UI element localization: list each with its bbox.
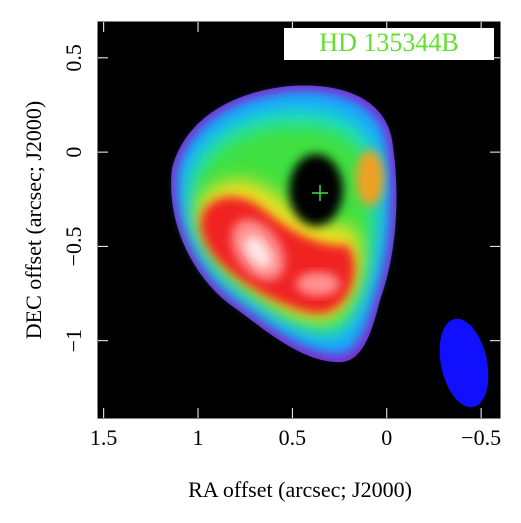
x-tick-label: 1 (193, 425, 204, 450)
contour-peak (244, 236, 272, 268)
chart-title: HD 135344B (319, 28, 458, 57)
plot-frame (97, 21, 501, 419)
y-axis-label: DEC offset (arcsec; J2000) (21, 101, 46, 339)
beam (439, 318, 489, 408)
y-tick-label: 0.5 (61, 44, 86, 71)
x-tick-label: 1.5 (90, 425, 118, 450)
y-tick-label: −0.5 (61, 226, 86, 266)
title-box (284, 28, 494, 60)
y-tick-label: 0 (61, 147, 86, 158)
x-axis-label: RA offset (arcsec; J2000) (188, 477, 412, 502)
contour-orange-peak (356, 150, 384, 206)
y-tick-label: −1 (61, 329, 86, 352)
star-marker (312, 185, 328, 201)
central-cavity (289, 154, 343, 226)
contour-pink (296, 272, 340, 296)
x-tick-label: −0.5 (461, 425, 501, 450)
x-tick-label: 0 (381, 425, 392, 450)
intensity-map (171, 85, 489, 408)
x-tick-label: 0.5 (279, 425, 307, 450)
